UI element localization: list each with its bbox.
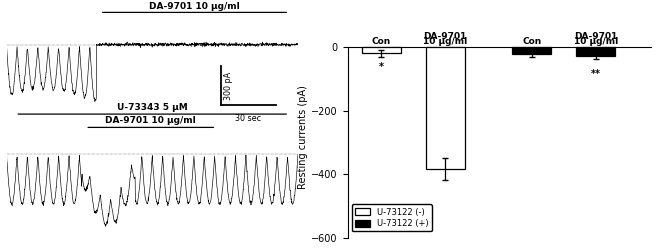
Text: Con: Con bbox=[522, 37, 542, 46]
Text: 10 μg/ml: 10 μg/ml bbox=[423, 37, 467, 46]
Text: 10 μg/ml: 10 μg/ml bbox=[573, 37, 618, 46]
Text: 30 sec: 30 sec bbox=[235, 114, 261, 123]
Y-axis label: Resting currents (pA): Resting currents (pA) bbox=[299, 86, 308, 190]
Text: 300 pA: 300 pA bbox=[224, 72, 233, 100]
Text: DA-9701 10 μg/ml: DA-9701 10 μg/ml bbox=[149, 2, 240, 11]
Text: **: ** bbox=[591, 68, 600, 78]
Legend: U-73122 (-), U-73122 (+): U-73122 (-), U-73122 (+) bbox=[352, 204, 432, 231]
Text: DA-9701: DA-9701 bbox=[424, 32, 467, 41]
Bar bbox=[576, 47, 615, 56]
Text: DA-9701 10 μg/ml: DA-9701 10 μg/ml bbox=[105, 116, 196, 126]
Text: DA-9701: DA-9701 bbox=[574, 32, 618, 41]
Bar bbox=[362, 47, 401, 53]
Bar bbox=[512, 47, 551, 54]
Text: U-73343 5 μM: U-73343 5 μM bbox=[117, 103, 187, 112]
Text: Con: Con bbox=[372, 37, 391, 46]
Bar bbox=[426, 47, 465, 169]
Text: *: * bbox=[379, 62, 384, 72]
